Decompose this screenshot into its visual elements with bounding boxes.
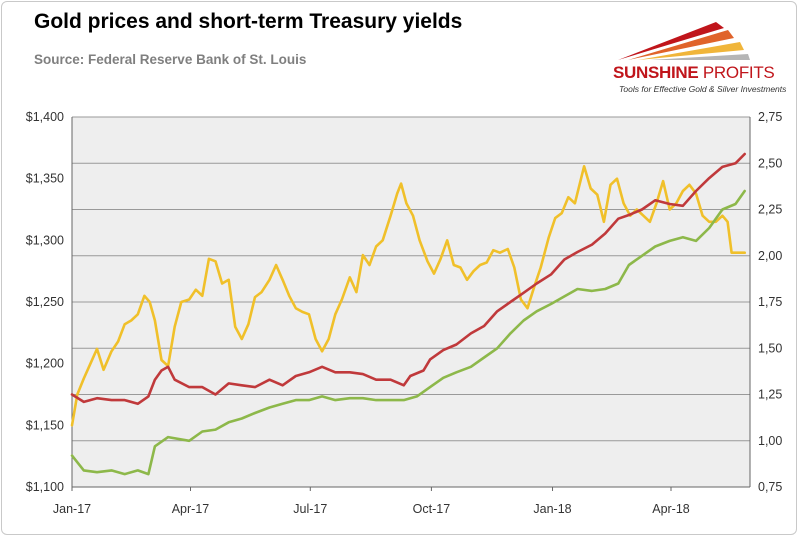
gold-price-line bbox=[70, 165, 747, 427]
x-tick-label: Apr-17 bbox=[172, 502, 210, 516]
y-right-tick-label: 1,50 bbox=[758, 341, 782, 355]
y-right-tick-label: 0,75 bbox=[758, 480, 782, 494]
y-right-tick-label: 2,00 bbox=[758, 249, 782, 263]
y-left-tick-label: $1,150 bbox=[26, 418, 64, 432]
y-right-tick-label: 2,75 bbox=[758, 110, 782, 124]
y-right-tick-label: 2,50 bbox=[758, 156, 782, 170]
y-right-tick-label: 2,25 bbox=[758, 203, 782, 217]
y-right-tick-label: 1,00 bbox=[758, 434, 782, 448]
yield-green-line bbox=[70, 189, 747, 476]
y-right-tick-label: 1,25 bbox=[758, 388, 782, 402]
logo-tagline: Tools for Effective Gold & Silver Invest… bbox=[619, 84, 787, 94]
chart-title: Gold prices and short-term Treasury yiel… bbox=[34, 10, 463, 33]
y-left-tick-label: $1,350 bbox=[26, 172, 64, 186]
x-tick-label: Jul-17 bbox=[293, 502, 327, 516]
y-left-tick-label: $1,250 bbox=[26, 295, 64, 309]
logo-name-part1: SUNSHINE bbox=[613, 63, 699, 82]
y-left-tick-label: $1,100 bbox=[26, 480, 64, 494]
sunshine-rays-icon bbox=[618, 22, 750, 60]
x-tick-label: Oct-17 bbox=[413, 502, 451, 516]
x-tick-label: Jan-17 bbox=[53, 502, 91, 516]
logo-name: SUNSHINE PROFITS bbox=[613, 63, 775, 83]
yield-red-line bbox=[70, 152, 747, 406]
x-tick-label: Jan-18 bbox=[533, 502, 571, 516]
chart-subtitle: Source: Federal Reserve Bank of St. Loui… bbox=[34, 52, 307, 67]
logo-name-part2: PROFITS bbox=[702, 63, 775, 82]
y-left-tick-label: $1,400 bbox=[26, 110, 64, 124]
y-right-tick-label: 1,75 bbox=[758, 295, 782, 309]
y-left-tick-label: $1,300 bbox=[26, 233, 64, 247]
y-left-tick-label: $1,200 bbox=[26, 357, 64, 371]
x-tick-label: Apr-18 bbox=[652, 502, 690, 516]
